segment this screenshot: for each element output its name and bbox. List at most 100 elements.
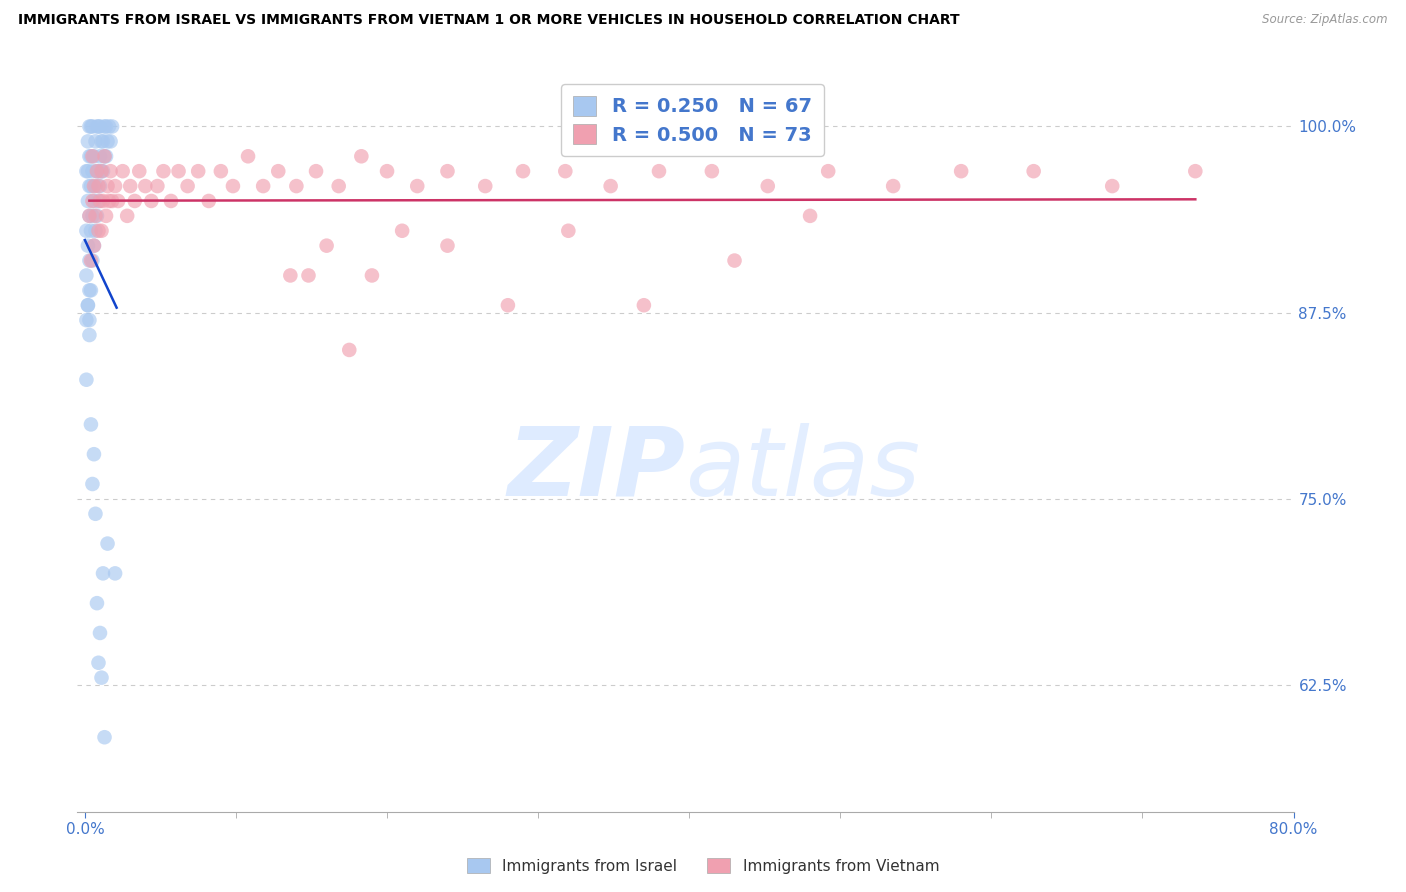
Point xyxy=(94,120,117,134)
Point xyxy=(1184,164,1206,178)
Point xyxy=(236,149,259,163)
Point xyxy=(599,179,621,194)
Point xyxy=(80,120,103,134)
Point xyxy=(134,179,156,194)
Point xyxy=(98,120,121,134)
Point xyxy=(756,179,779,194)
Point xyxy=(633,298,655,312)
Point xyxy=(167,164,190,178)
Point xyxy=(882,179,904,194)
Point xyxy=(146,179,169,194)
Point xyxy=(91,135,114,149)
Point xyxy=(90,224,112,238)
Point xyxy=(98,194,121,208)
Text: IMMIGRANTS FROM ISRAEL VS IMMIGRANTS FROM VIETNAM 1 OR MORE VEHICLES IN HOUSEHOL: IMMIGRANTS FROM ISRAEL VS IMMIGRANTS FRO… xyxy=(18,13,960,28)
Point xyxy=(648,164,671,178)
Point xyxy=(86,209,108,223)
Point xyxy=(111,164,134,178)
Point xyxy=(128,164,150,178)
Point xyxy=(90,164,112,178)
Point xyxy=(79,120,101,134)
Point xyxy=(496,298,519,312)
Point xyxy=(82,209,104,223)
Point xyxy=(87,656,110,670)
Point xyxy=(84,209,107,223)
Point xyxy=(86,120,108,134)
Point xyxy=(75,313,97,327)
Point xyxy=(152,164,174,178)
Point xyxy=(209,164,232,178)
Point xyxy=(80,417,103,432)
Point xyxy=(267,164,290,178)
Point xyxy=(89,120,111,134)
Point xyxy=(89,194,111,208)
Point xyxy=(77,164,100,178)
Point xyxy=(187,164,209,178)
Point xyxy=(91,194,114,208)
Point xyxy=(84,135,107,149)
Point xyxy=(75,224,97,238)
Point xyxy=(94,209,117,223)
Point xyxy=(80,284,103,298)
Point xyxy=(80,224,103,238)
Point xyxy=(86,596,108,610)
Point xyxy=(75,164,97,178)
Point xyxy=(94,149,117,163)
Point xyxy=(82,253,104,268)
Point xyxy=(87,120,110,134)
Point xyxy=(87,224,110,238)
Point xyxy=(723,253,745,268)
Point xyxy=(80,179,103,194)
Legend: Immigrants from Israel, Immigrants from Vietnam: Immigrants from Israel, Immigrants from … xyxy=(461,852,945,880)
Point xyxy=(297,268,319,283)
Point xyxy=(82,194,104,208)
Point xyxy=(83,447,105,461)
Point xyxy=(176,179,198,194)
Point xyxy=(512,164,534,178)
Point xyxy=(104,566,127,581)
Point xyxy=(120,179,142,194)
Point xyxy=(82,120,104,134)
Point xyxy=(107,194,129,208)
Point xyxy=(285,179,308,194)
Point xyxy=(160,194,183,208)
Point xyxy=(436,164,458,178)
Point xyxy=(79,328,101,343)
Point xyxy=(90,135,112,149)
Point xyxy=(75,373,97,387)
Point xyxy=(554,164,576,178)
Point xyxy=(79,149,101,163)
Point xyxy=(817,164,839,178)
Point xyxy=(77,298,100,312)
Point xyxy=(89,149,111,163)
Point xyxy=(79,313,101,327)
Point xyxy=(79,209,101,223)
Point xyxy=(82,477,104,491)
Point xyxy=(100,164,122,178)
Point xyxy=(96,536,118,550)
Point xyxy=(79,209,101,223)
Point xyxy=(80,253,103,268)
Point xyxy=(87,164,110,178)
Point xyxy=(1022,164,1045,178)
Point xyxy=(89,626,111,640)
Point xyxy=(83,179,105,194)
Point xyxy=(436,238,458,252)
Point xyxy=(82,164,104,178)
Text: ZIP: ZIP xyxy=(508,423,686,516)
Point xyxy=(93,730,115,744)
Point xyxy=(83,238,105,252)
Point xyxy=(1101,179,1123,194)
Text: atlas: atlas xyxy=(686,423,921,516)
Point xyxy=(91,164,114,178)
Point xyxy=(328,179,350,194)
Point xyxy=(337,343,360,357)
Point xyxy=(91,566,114,581)
Point xyxy=(84,224,107,238)
Point xyxy=(375,164,398,178)
Point xyxy=(101,120,124,134)
Point xyxy=(86,164,108,178)
Point xyxy=(361,268,384,283)
Point xyxy=(87,179,110,194)
Point xyxy=(280,268,302,283)
